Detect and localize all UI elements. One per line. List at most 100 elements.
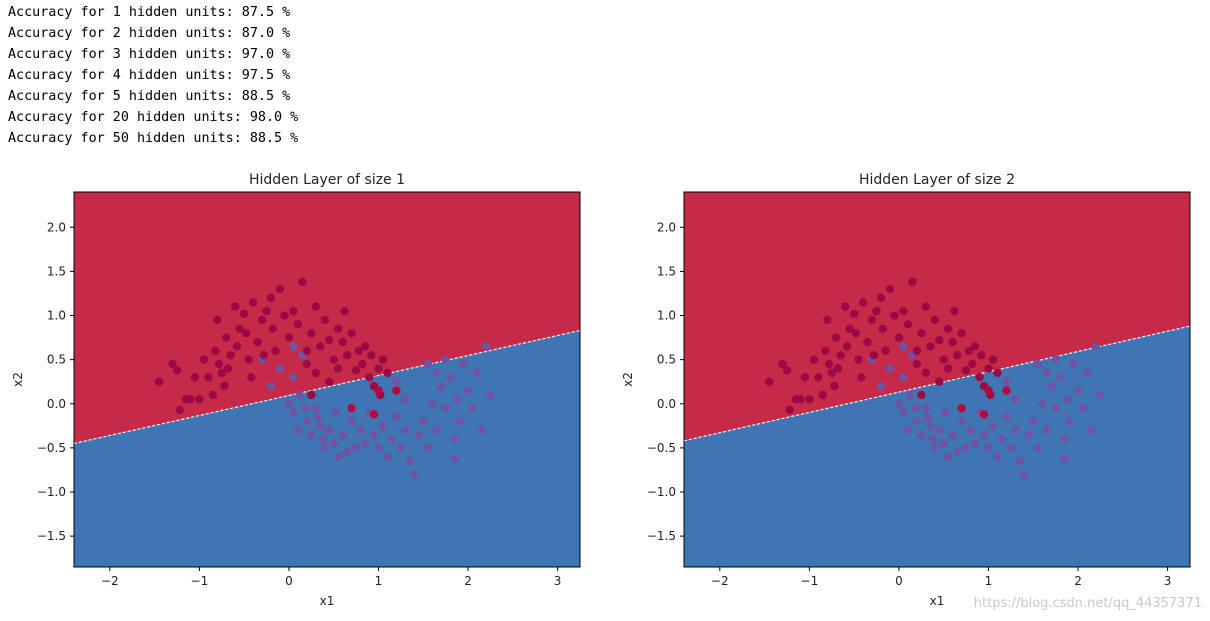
y-tick-label: 1.5 bbox=[657, 264, 676, 278]
point-class1 bbox=[917, 390, 926, 400]
point-class0 bbox=[266, 381, 276, 391]
point-class1 bbox=[970, 342, 980, 351]
point-highlight bbox=[392, 386, 401, 395]
point-class0 bbox=[311, 403, 321, 413]
point-class1 bbox=[275, 284, 285, 294]
point-class0 bbox=[1038, 399, 1047, 408]
point-class0 bbox=[436, 381, 446, 391]
point-class0 bbox=[414, 430, 423, 439]
output-log: Accuracy for 1 hidden units: 87.5 % Accur… bbox=[8, 2, 298, 149]
point-highlight bbox=[984, 386, 993, 395]
log-line: Accuracy for 2 hidden units: 87.0 % bbox=[8, 26, 291, 41]
point-class1 bbox=[253, 337, 262, 347]
point-class0 bbox=[1060, 434, 1069, 444]
point-class0 bbox=[275, 364, 285, 373]
x-tick-label: 0 bbox=[895, 574, 903, 588]
x-tick-label: −1 bbox=[801, 574, 819, 588]
point-class1 bbox=[796, 395, 805, 404]
point-class1 bbox=[961, 366, 971, 375]
point-class1 bbox=[284, 333, 294, 342]
point-class1 bbox=[354, 346, 363, 356]
point-class1 bbox=[257, 315, 267, 325]
x-tick-label: 3 bbox=[554, 574, 562, 588]
point-class1 bbox=[869, 351, 879, 360]
point-class0 bbox=[441, 355, 450, 364]
point-class0 bbox=[1051, 403, 1060, 413]
point-class0 bbox=[401, 395, 410, 404]
point-class0 bbox=[943, 452, 953, 461]
point-class1 bbox=[214, 359, 224, 369]
point-class1 bbox=[232, 342, 242, 351]
point-class1 bbox=[241, 328, 251, 338]
point-class1 bbox=[800, 373, 810, 382]
chart-title: Hidden Layer of size 1 bbox=[249, 172, 405, 188]
point-class1 bbox=[832, 333, 841, 342]
decision-boundary bbox=[73, 329, 581, 445]
point-class1 bbox=[374, 364, 383, 373]
point-class0 bbox=[454, 417, 464, 426]
point-class1 bbox=[977, 351, 986, 360]
point-class0 bbox=[926, 421, 935, 431]
point-class1 bbox=[365, 373, 374, 382]
point-class1 bbox=[367, 351, 376, 360]
point-class1 bbox=[333, 324, 343, 333]
point-class0 bbox=[1046, 381, 1056, 391]
point-class0 bbox=[445, 373, 455, 382]
log-line: Accuracy for 1 hidden units: 87.5 % bbox=[8, 5, 291, 20]
point-class0 bbox=[957, 417, 966, 426]
point-class1 bbox=[239, 309, 249, 318]
point-class1 bbox=[876, 293, 886, 303]
point-class1 bbox=[223, 364, 233, 373]
point-class1 bbox=[298, 277, 307, 287]
point-class1 bbox=[190, 373, 200, 382]
point-class0 bbox=[885, 364, 895, 373]
point-class1 bbox=[378, 355, 388, 364]
point-class0 bbox=[333, 452, 343, 461]
point-class0 bbox=[419, 417, 428, 426]
point-highlight bbox=[979, 410, 989, 419]
point-class0 bbox=[453, 395, 462, 404]
y-tick-label: −1.5 bbox=[647, 529, 676, 543]
point-class0 bbox=[1015, 456, 1025, 466]
point-class0 bbox=[432, 368, 441, 378]
point-class0 bbox=[378, 421, 388, 431]
point-class1 bbox=[849, 309, 859, 318]
point-class1 bbox=[247, 373, 256, 382]
point-class0 bbox=[1011, 395, 1020, 404]
point-class1 bbox=[950, 306, 959, 316]
point-class1 bbox=[821, 346, 830, 356]
point-class1 bbox=[841, 302, 850, 311]
point-class0 bbox=[313, 412, 322, 422]
y-tick-label: 0.0 bbox=[657, 397, 676, 411]
point-class0 bbox=[930, 443, 939, 453]
point-class1 bbox=[833, 364, 843, 373]
point-class1 bbox=[854, 355, 863, 364]
point-class1 bbox=[333, 364, 343, 373]
point-class1 bbox=[830, 381, 839, 391]
x-axis-label: x1 bbox=[930, 594, 945, 608]
plot-frame bbox=[683, 191, 1191, 568]
point-class0 bbox=[1073, 386, 1083, 395]
y-tick-label: 1.5 bbox=[47, 264, 66, 278]
x-tick-label: 3 bbox=[1164, 574, 1172, 588]
log-line: Accuracy for 50 hidden units: 88.5 % bbox=[8, 131, 299, 146]
point-highlight bbox=[369, 410, 379, 419]
point-class1 bbox=[213, 315, 222, 325]
point-class0 bbox=[468, 403, 477, 413]
point-class0 bbox=[923, 412, 932, 422]
point-class1 bbox=[222, 333, 231, 342]
point-class0 bbox=[459, 359, 468, 369]
point-class1 bbox=[993, 368, 1002, 378]
point-class1 bbox=[952, 351, 962, 360]
point-class0 bbox=[295, 390, 304, 400]
point-class1 bbox=[338, 337, 347, 347]
point-class0 bbox=[1063, 395, 1072, 404]
point-class1 bbox=[268, 324, 278, 333]
point-class1 bbox=[316, 342, 325, 351]
point-class1 bbox=[259, 351, 269, 360]
point-class1 bbox=[329, 355, 338, 364]
y-tick-label: 0.5 bbox=[47, 353, 66, 367]
point-class1 bbox=[867, 315, 877, 325]
point-class1 bbox=[939, 355, 948, 364]
point-class0 bbox=[405, 456, 415, 466]
